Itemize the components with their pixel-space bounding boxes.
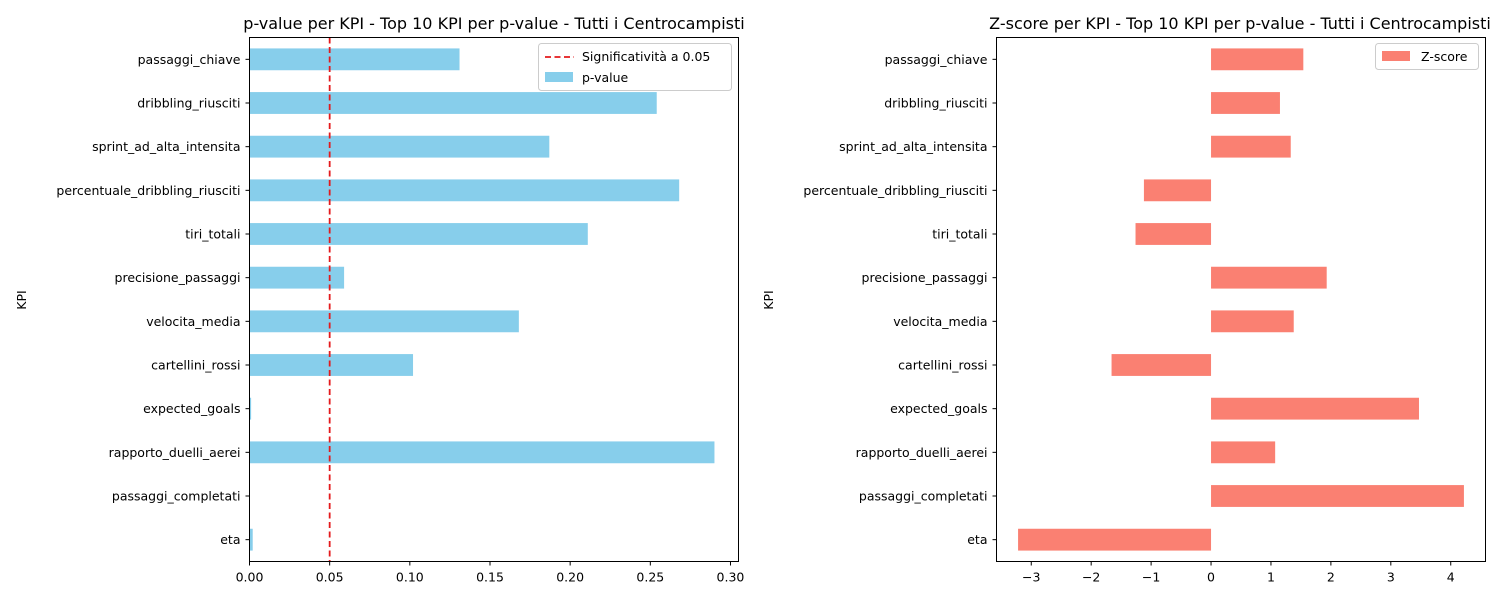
pvalue-bar-sprint_ad_alta_intensita (249, 135, 550, 158)
pvalue-y-tick-label: passaggi_completati (112, 489, 241, 504)
zscore-chart-title: Z-score per KPI - Top 10 KPI per p-value… (989, 14, 1491, 33)
pvalue-y-tick-label: velocita_media (146, 314, 240, 329)
pvalue-legend-box (538, 43, 732, 91)
zscore-y-tick-label: expected_goals (890, 401, 987, 416)
pvalue-y-tick-label: rapporto_duelli_aerei (109, 445, 241, 460)
zscore-bar-precisione_passaggi (1211, 266, 1327, 289)
zscore-y-tick-label: cartellini_rossi (898, 358, 987, 373)
zscore-x-tick-label: 2 (1327, 570, 1335, 585)
pvalue-x-axis-ticks: 0.00 0.05 0.10 0.15 0.20 0.25 0.30 (236, 561, 745, 585)
zscore-bar-velocita_media (1211, 310, 1294, 333)
pvalue-legend: Significatività a 0.05 p-value (538, 43, 732, 91)
legend-zscore-label: Z-score (1421, 49, 1468, 64)
zscore-y-tick-label: precisione_passaggi (862, 270, 988, 285)
zscore-bar-expected_goals (1211, 397, 1419, 420)
zscore-y-tick-label: rapporto_duelli_aerei (856, 445, 988, 460)
pvalue-y-tick-label: passaggi_chiave (138, 52, 241, 67)
pvalue-bar-expected_goals (249, 397, 252, 420)
pvalue-bar-tiri_totali (249, 223, 588, 245)
pvalue-bar-rapporto_duelli_aerei (249, 441, 715, 464)
pvalue-x-tick-label: 0.15 (476, 570, 504, 585)
zscore-y-tick-label: velocita_media (893, 314, 987, 329)
zscore-y-axis-label: KPI (761, 290, 776, 309)
zscore-chart: Z-score per KPI - Top 10 KPI per p-value… (761, 14, 1491, 585)
pvalue-chart: p-value per KPI - Top 10 KPI per p-value… (14, 14, 745, 585)
pvalue-bar-percentuale_dribbling_riusciti (249, 179, 680, 202)
zscore-bar-eta (1018, 528, 1212, 551)
pvalue-bar-precisione_passaggi (249, 266, 345, 289)
pvalue-y-tick-label: precisione_passaggi (115, 270, 241, 285)
zscore-y-tick-label: percentuale_dribbling_riusciti (803, 183, 987, 198)
pvalue-bar-dribbling_riusciti (249, 92, 657, 114)
zscore-y-tick-label: dribbling_riusciti (884, 96, 987, 111)
zscore-plot-frame (996, 37, 1486, 562)
zscore-bar-sprint_ad_alta_intensita (1211, 135, 1291, 158)
zscore-bar-cartellini_rossi (1111, 354, 1212, 376)
pvalue-y-axis-ticks: passaggi_chiave dribbling_riusciti sprint_… (56, 52, 250, 547)
zscore-y-tick-label: sprint_ad_alta_intensita (839, 139, 987, 154)
pvalue-y-axis-label: KPI (14, 290, 29, 309)
pvalue-y-tick-label: cartellini_rossi (151, 358, 240, 373)
zscore-x-tick-label: −1 (1142, 570, 1160, 585)
zscore-y-tick-label: passaggi_completati (859, 489, 988, 504)
zscore-y-tick-label: eta (967, 532, 987, 547)
zscore-x-tick-label: 0 (1207, 570, 1215, 585)
zscore-x-tick-label: 1 (1267, 570, 1275, 585)
zscore-x-tick-label: −3 (1022, 570, 1040, 585)
pvalue-bar-eta (249, 528, 253, 551)
pvalue-y-tick-label: tiri_totali (185, 227, 240, 242)
zscore-bar-rapporto_duelli_aerei (1211, 441, 1276, 464)
zscore-bars (1018, 48, 1464, 551)
legend-zscore-swatch (1382, 51, 1410, 61)
zscore-bar-tiri_totali (1135, 223, 1212, 245)
pvalue-y-tick-label: dribbling_riusciti (137, 96, 240, 111)
zscore-x-tick-label: −2 (1082, 570, 1100, 585)
legend-threshold-label: Significatività a 0.05 (582, 49, 710, 64)
pvalue-bars (249, 48, 715, 551)
zscore-bar-passaggi_chiave (1211, 48, 1304, 71)
pvalue-chart-title: p-value per KPI - Top 10 KPI per p-value… (243, 14, 744, 33)
zscore-x-tick-label: 4 (1447, 570, 1455, 585)
pvalue-y-tick-label: eta (220, 532, 240, 547)
pvalue-x-tick-label: 0.10 (396, 570, 424, 585)
zscore-bar-percentuale_dribbling_riusciti (1143, 179, 1212, 202)
pvalue-x-tick-label: 0.20 (556, 570, 584, 585)
zscore-legend-box (1375, 43, 1479, 70)
legend-pvalue-swatch (545, 72, 573, 82)
zscore-bar-passaggi_completati (1211, 485, 1464, 507)
zscore-y-tick-label: passaggi_chiave (885, 52, 988, 67)
pvalue-plot-frame (249, 37, 739, 562)
legend-pvalue-label: p-value (582, 70, 629, 85)
pvalue-x-tick-label: 0.25 (636, 570, 664, 585)
pvalue-bar-passaggi_chiave (249, 48, 460, 71)
zscore-y-tick-label: tiri_totali (932, 227, 987, 242)
pvalue-bar-cartellini_rossi (249, 354, 414, 376)
pvalue-x-tick-label: 0.00 (236, 570, 264, 585)
pvalue-x-tick-label: 0.05 (316, 570, 344, 585)
pvalue-y-tick-label: percentuale_dribbling_riusciti (56, 183, 240, 198)
zscore-bar-dribbling_riusciti (1211, 92, 1280, 114)
pvalue-y-tick-label: sprint_ad_alta_intensita (92, 139, 240, 154)
zscore-x-axis-ticks: −3 −2 −1 0 1 2 3 4 (1022, 561, 1455, 585)
pvalue-y-tick-label: expected_goals (143, 401, 240, 416)
zscore-y-axis-ticks: passaggi_chiave dribbling_riusciti sprint_… (803, 52, 997, 547)
zscore-x-tick-label: 3 (1387, 570, 1395, 585)
pvalue-bar-velocita_media (249, 310, 519, 333)
pvalue-x-tick-label: 0.30 (717, 570, 745, 585)
zscore-legend: Z-score (1375, 43, 1479, 70)
